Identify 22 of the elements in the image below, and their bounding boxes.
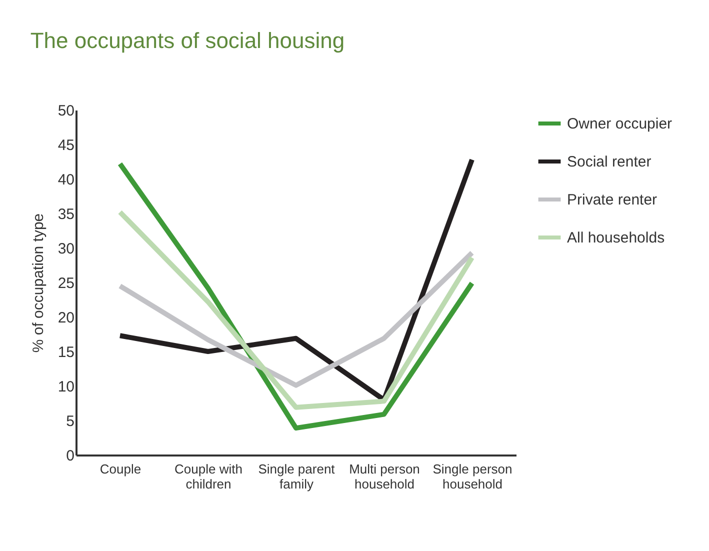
y-tick-label: 45 bbox=[58, 137, 74, 154]
x-tick-label: Single person household bbox=[432, 462, 512, 492]
y-tick-label: 50 bbox=[58, 102, 74, 120]
y-axis-title: % of occupation type bbox=[30, 213, 47, 353]
legend-label: All households bbox=[567, 230, 665, 246]
y-tick-label: 25 bbox=[58, 275, 74, 292]
y-tick-label: 30 bbox=[58, 240, 74, 258]
y-tick-label: 40 bbox=[58, 172, 74, 188]
x-tick-label: Couple bbox=[100, 462, 142, 476]
y-tick-label: 5 bbox=[66, 413, 74, 430]
y-tick-label: 35 bbox=[58, 206, 74, 223]
legend-label: Social renter bbox=[567, 154, 652, 170]
legend-label: Private renter bbox=[567, 192, 658, 208]
chart-title: The occupants of social housing bbox=[30, 28, 345, 53]
y-tick-label: 20 bbox=[58, 310, 74, 326]
legend-label: Owner occupier bbox=[567, 116, 672, 132]
y-tick-label: 0 bbox=[66, 448, 74, 464]
x-tick-label: Couple with children bbox=[174, 462, 242, 492]
x-tick-label: Multi person household bbox=[349, 462, 420, 492]
y-tick-label: 15 bbox=[58, 344, 74, 361]
x-tick-label: Single parent family bbox=[258, 462, 336, 492]
y-tick-label: 10 bbox=[58, 378, 74, 396]
